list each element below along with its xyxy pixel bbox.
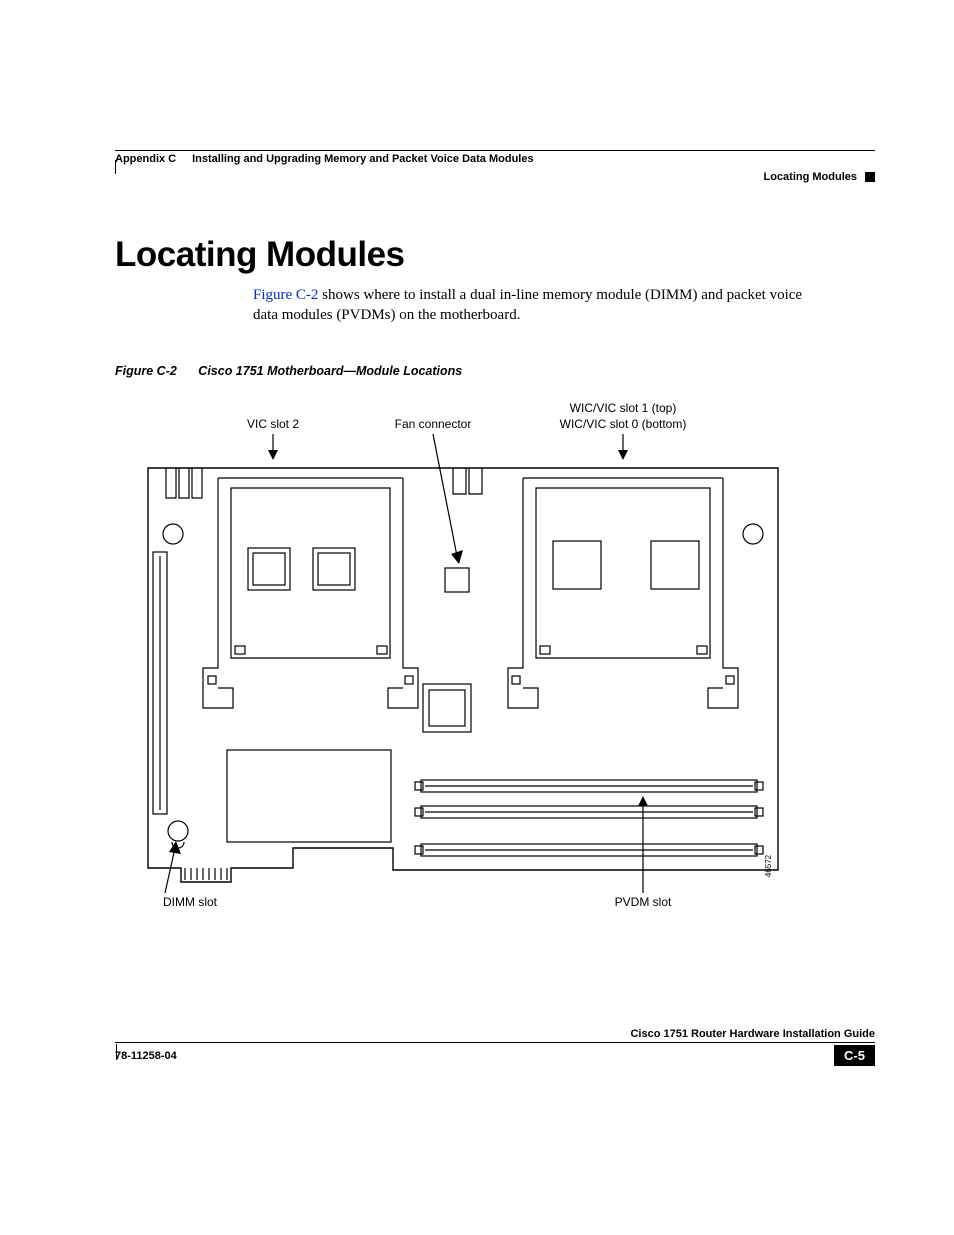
label-vic-slot-2: VIC slot 2: [247, 417, 299, 431]
pvdm-slots-shape: [415, 780, 763, 856]
arrow-wic-vic: [618, 434, 628, 460]
lower-left-block: [227, 750, 391, 842]
arrow-vic-slot-2: [268, 434, 278, 460]
page-content: Appendix C Installing and Upgrading Memo…: [115, 150, 875, 933]
crop-tick-footer: [116, 1044, 117, 1060]
page-title: Locating Modules: [115, 235, 875, 275]
edge-connector: [185, 868, 227, 880]
header-chapter: Installing and Upgrading Memory and Pack…: [192, 153, 533, 165]
arrow-dimm-slot: [165, 841, 181, 893]
intro-text: shows where to install a dual in-line me…: [253, 287, 802, 323]
figure-caption: Figure C-2 Cisco 1751 Motherboard—Module…: [115, 364, 875, 378]
section-marker-icon: [865, 172, 875, 182]
arrow-fan-connector: [433, 434, 463, 564]
header-section: Locating Modules: [764, 171, 858, 183]
label-pvdm-slot: PVDM slot: [615, 895, 672, 909]
footer-rule: [115, 1042, 875, 1043]
header-rule: [115, 150, 875, 151]
wic-vic-slot-cage: [508, 478, 738, 708]
center-chip: [423, 684, 471, 732]
motherboard-diagram: VIC slot 2 Fan connector WIC/VIC slot 1 …: [123, 398, 823, 933]
figure-refnum: 46572: [764, 854, 773, 877]
header-right: Locating Modules: [115, 171, 875, 183]
header-appendix: Appendix C: [115, 153, 176, 165]
label-dimm-slot: DIMM slot: [163, 895, 218, 909]
vic-slot-2-cage: [203, 478, 418, 708]
top-cutouts: [166, 468, 482, 498]
figure-ref-link[interactable]: Figure C-2: [253, 287, 318, 303]
board-outline: [148, 468, 778, 882]
intro-paragraph: Figure C-2 shows where to install a dual…: [253, 285, 813, 326]
label-fan-connector: Fan connector: [395, 417, 472, 431]
page-number-badge: C-5: [834, 1045, 875, 1066]
footer-doc-number: 78-11258-04: [115, 1050, 177, 1062]
dimm-slot-shape: [153, 552, 167, 814]
fan-connector-shape: [445, 568, 469, 592]
label-wic-vic-0: WIC/VIC slot 0 (bottom): [560, 417, 687, 431]
page-footer: Cisco 1751 Router Hardware Installation …: [115, 1028, 875, 1066]
label-wic-vic-1: WIC/VIC slot 1 (top): [570, 401, 677, 415]
figure-number: Figure C-2: [115, 364, 177, 378]
running-header: Appendix C Installing and Upgrading Memo…: [115, 153, 875, 165]
figure-title: Cisco 1751 Motherboard—Module Locations: [198, 364, 462, 378]
footer-guide-title: Cisco 1751 Router Hardware Installation …: [115, 1028, 875, 1040]
header-left: Appendix C Installing and Upgrading Memo…: [115, 153, 534, 165]
